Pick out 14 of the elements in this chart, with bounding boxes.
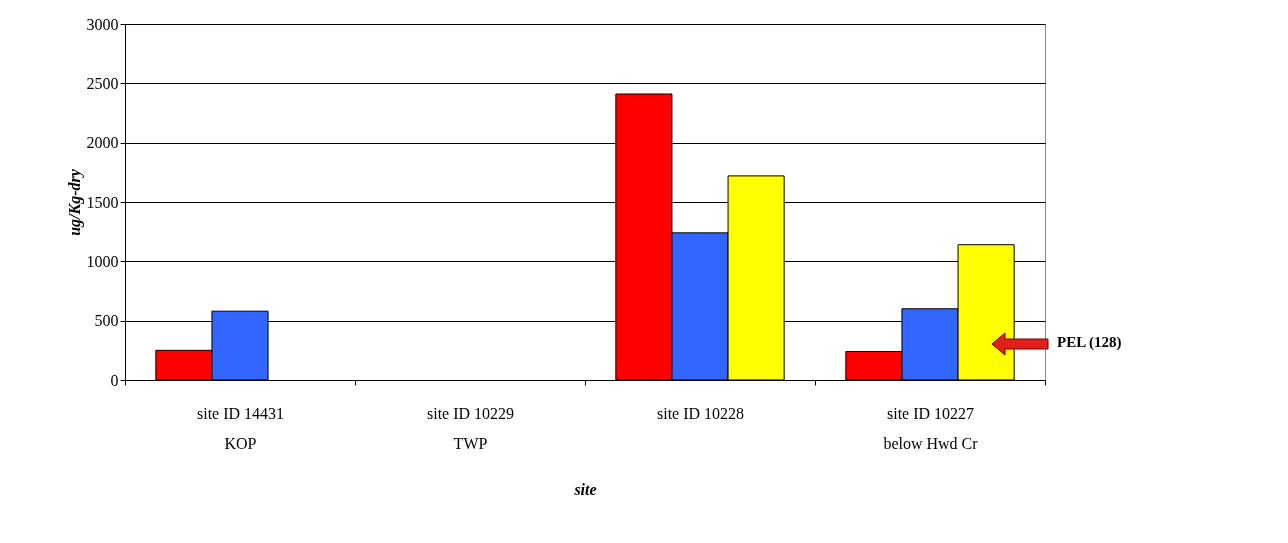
y-tick-label: 2000 <box>86 134 119 152</box>
y-tick-label: 1000 <box>86 252 119 270</box>
text: PEL (128) <box>1057 334 1122 351</box>
y-tick-label: 3000 <box>86 15 119 33</box>
y-tick-label: 500 <box>94 312 119 330</box>
y-tick-label: 1500 <box>86 193 119 211</box>
x-tick-label: site ID 14431 KOP <box>196 404 285 452</box>
y-tick-label: 2500 <box>86 74 119 92</box>
y-axis-title: ug/Kg-dry <box>65 168 84 236</box>
x-tick-label: site ID 10229 TWP <box>426 404 515 452</box>
x-axis-title: site <box>573 480 597 498</box>
x-tick-label: site ID 10228 <box>656 404 745 422</box>
x-tick-label: site ID 10227 below Hwd Cr <box>883 404 979 452</box>
y-tick-label: 0 <box>110 371 119 389</box>
